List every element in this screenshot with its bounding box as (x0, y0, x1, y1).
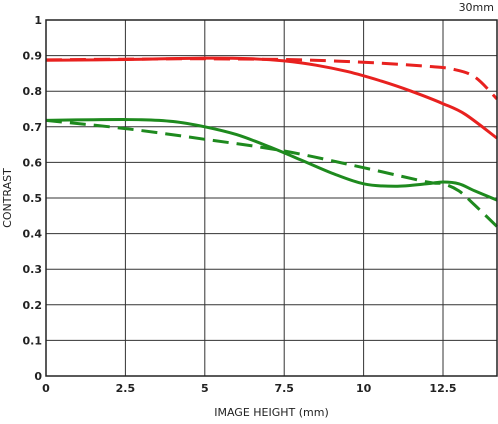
y-tick-label: 0.5 (23, 192, 43, 205)
series-line-0 (45, 56, 498, 140)
y-tick-label: 0.1 (23, 334, 43, 347)
y-tick-label: 0 (34, 370, 42, 383)
y-axis-title: CONTRAST (1, 168, 14, 228)
y-tick-label: 0.3 (23, 263, 43, 276)
x-tick-labels: 0 2.5 5 7.5 10 12.5 (42, 382, 456, 395)
y-tick-label: 0.9 (23, 50, 43, 63)
x-axis-title: IMAGE HEIGHT (mm) (214, 406, 329, 419)
x-tick-label: 10 (356, 382, 372, 395)
series-line-3 (45, 118, 498, 228)
x-tick-label: 0 (42, 382, 50, 395)
x-tick-label: 5 (201, 382, 209, 395)
y-tick-label: 0.7 (23, 121, 43, 134)
series-line-2 (45, 118, 498, 202)
y-tick-label: 0.6 (23, 156, 43, 169)
y-tick-label: 0.4 (23, 228, 43, 241)
plot-frame (45, 19, 498, 377)
focal-length-label: 30mm (459, 1, 494, 14)
y-tick-label: 1 (34, 14, 42, 27)
series-lines (45, 56, 498, 228)
y-tick-labels: 0 0.1 0.2 0.3 0.4 0.5 0.6 0.7 0.8 0.9 1 (23, 14, 43, 383)
series-line-1 (45, 57, 498, 101)
grid-lines (45, 19, 497, 377)
x-tick-label: 2.5 (116, 382, 136, 395)
y-tick-label: 0.8 (23, 85, 43, 98)
x-tick-label: 12.5 (429, 382, 456, 395)
x-tick-label: 7.5 (274, 382, 294, 395)
y-tick-label: 0.2 (23, 299, 43, 312)
